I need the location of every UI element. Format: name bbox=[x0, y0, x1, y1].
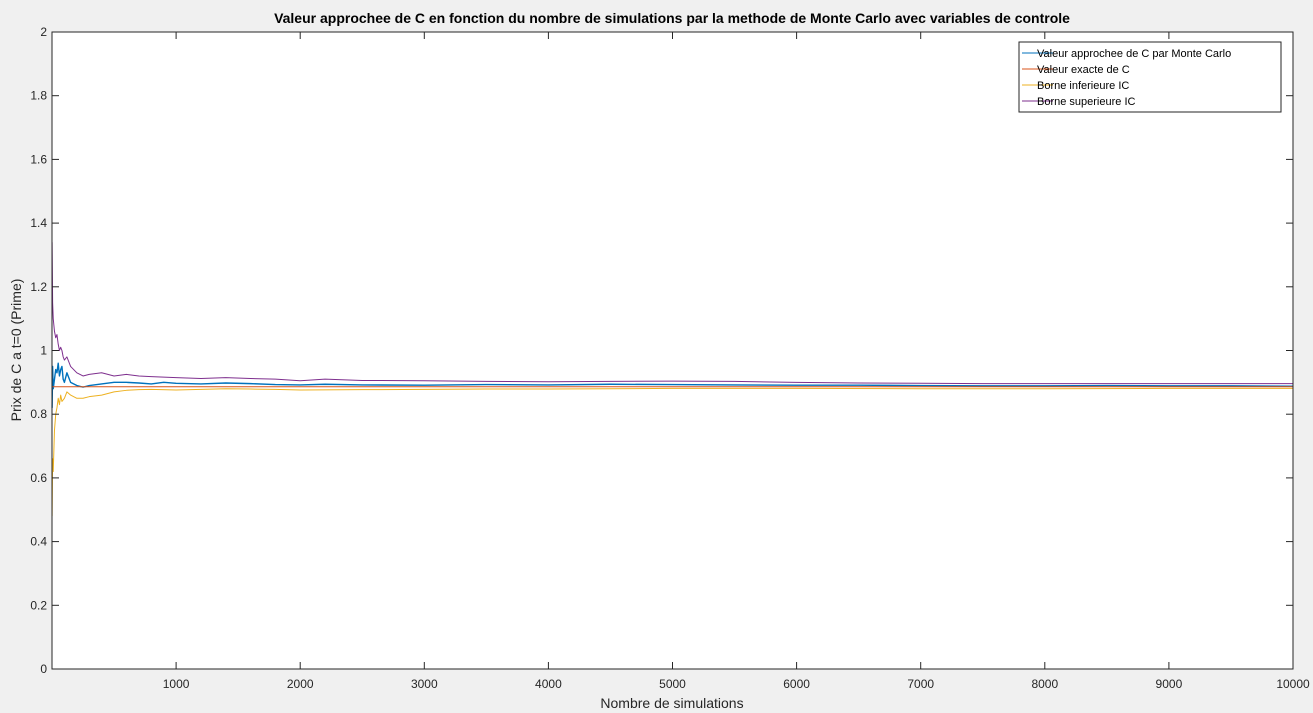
y-tick-label: 0.2 bbox=[30, 598, 47, 612]
legend-label: Valeur approchee de C par Monte Carlo bbox=[1037, 48, 1231, 60]
series-line-4 bbox=[51, 242, 1293, 385]
series-line-3 bbox=[51, 387, 1293, 517]
legend-box bbox=[1018, 41, 1282, 113]
series-layer bbox=[51, 242, 1294, 517]
x-axis: 1000 2000 3000 4000 5000 6000 7000 8000 9000 1000… bbox=[163, 32, 1310, 691]
x-tick-label: 4000 bbox=[535, 677, 562, 691]
y-axis-label: Prix de C a t=0 (Prime) bbox=[8, 279, 24, 422]
y-tick-label: 2 bbox=[40, 25, 47, 39]
y-tick-label: 1.6 bbox=[30, 152, 47, 166]
y-tick-label: 0.8 bbox=[30, 407, 47, 421]
legend-label: Valeur exacte de C bbox=[1037, 64, 1130, 76]
legend-label: Borne superieure IC bbox=[1037, 96, 1135, 108]
x-tick-label: 10000 bbox=[1276, 677, 1310, 691]
y-tick-label: 0.6 bbox=[30, 471, 47, 485]
x-tick-label: 7000 bbox=[907, 677, 934, 691]
y-tick-label: 1 bbox=[40, 344, 47, 358]
series-line-1 bbox=[51, 362, 1294, 408]
y-axis: 0 0.2 0.4 0.6 0.8 1 1.2 1.4 1.6 1.8 2 bbox=[30, 25, 1293, 676]
y-tick-label: 1.2 bbox=[30, 280, 47, 294]
y-tick-label: 1.8 bbox=[30, 89, 47, 103]
x-tick-label: 3000 bbox=[411, 677, 438, 691]
y-tick-label: 0.4 bbox=[30, 535, 47, 549]
x-tick-label: 9000 bbox=[1156, 677, 1183, 691]
chart-title: Valeur approchee de C en fonction du nom… bbox=[274, 10, 1070, 26]
x-tick-label: 8000 bbox=[1031, 677, 1058, 691]
y-tick-label: 0 bbox=[40, 662, 47, 676]
plot-background bbox=[52, 32, 1293, 669]
x-tick-label: 5000 bbox=[659, 677, 686, 691]
x-axis-label: Nombre de simulations bbox=[600, 695, 743, 711]
x-tick-label: 2000 bbox=[287, 677, 314, 691]
x-tick-label: 6000 bbox=[783, 677, 810, 691]
legend: Valeur approchee de C par Monte Carlo Val… bbox=[1018, 41, 1282, 113]
x-tick-label: 1000 bbox=[163, 677, 190, 691]
y-tick-label: 1.4 bbox=[30, 216, 47, 230]
legend-label: Borne inferieure IC bbox=[1037, 80, 1129, 92]
